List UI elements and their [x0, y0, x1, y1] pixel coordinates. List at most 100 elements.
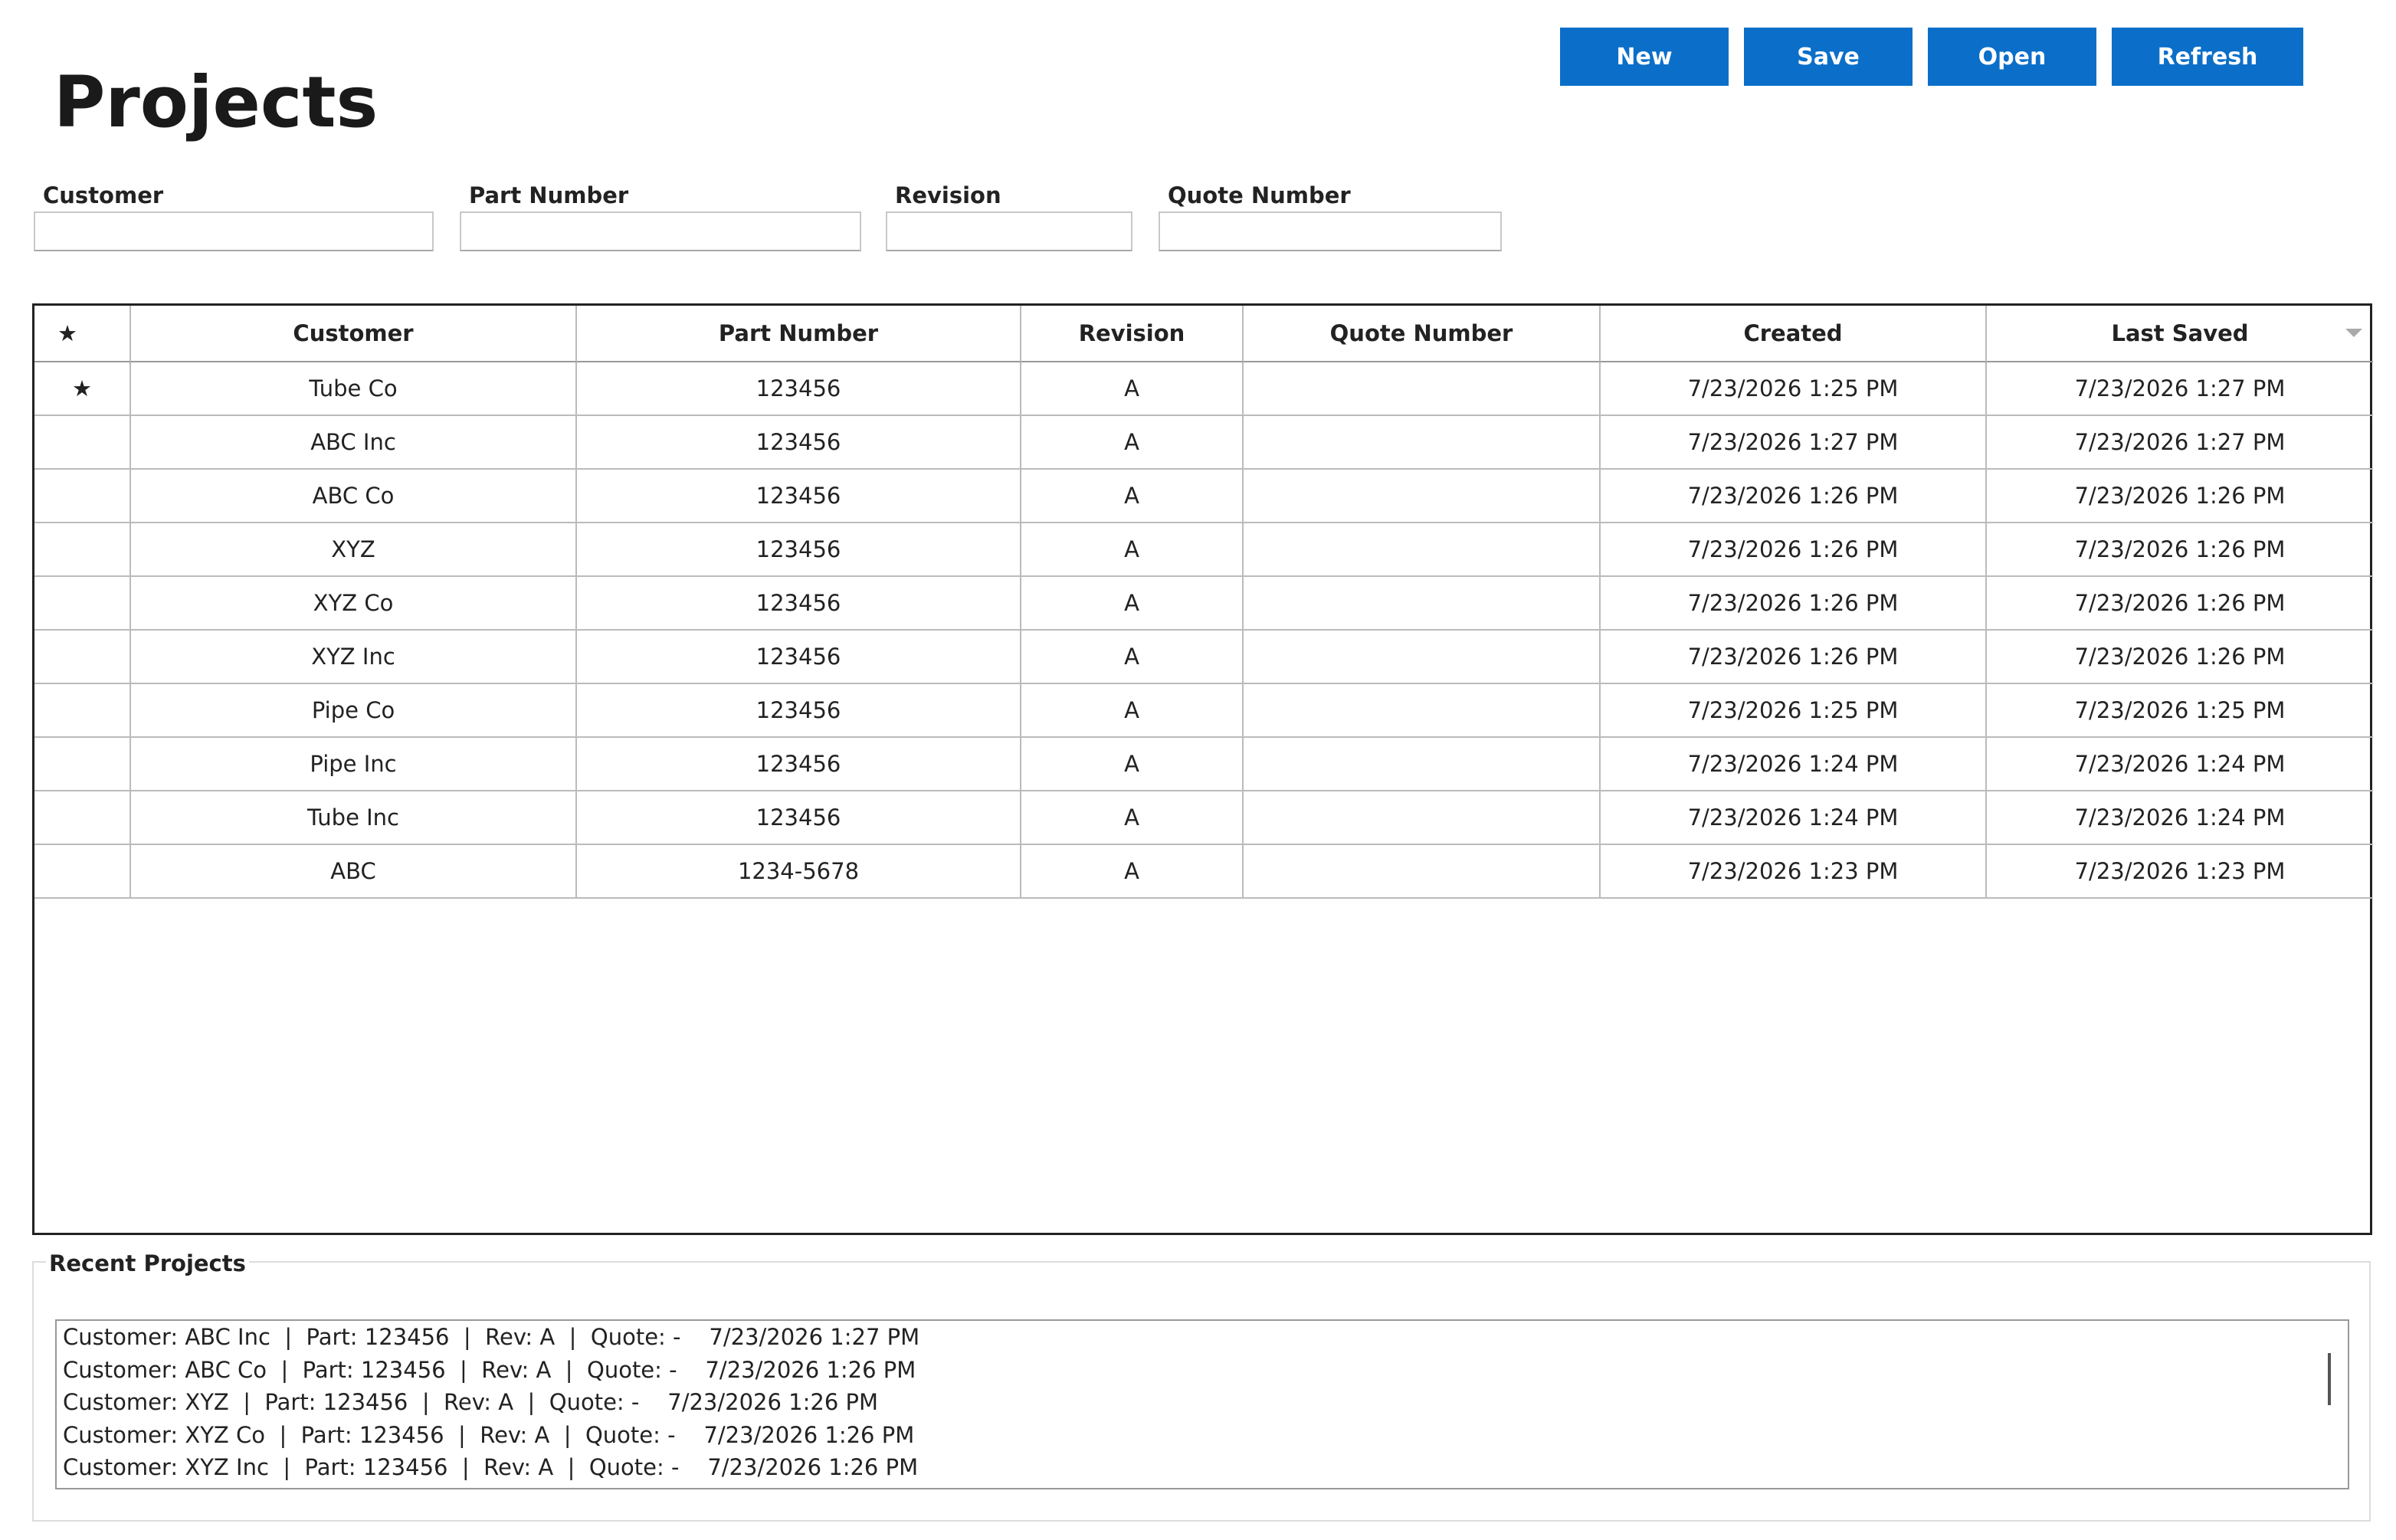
table-cell[interactable]: 7/23/2026 1:26 PM	[1601, 523, 1987, 577]
table-cell[interactable]: A	[1021, 631, 1244, 684]
table-cell[interactable]: 7/23/2026 1:26 PM	[1987, 523, 2373, 577]
table-cell[interactable]: 7/23/2026 1:25 PM	[1987, 684, 2373, 738]
button[interactable]: Open	[1928, 28, 2096, 86]
button[interactable]: Save	[1744, 28, 1913, 86]
table-cell[interactable]	[1244, 845, 1601, 899]
recent-item[interactable]: Customer: ABC Inc | Part: 123456 | Rev: …	[63, 1324, 920, 1350]
recent-list	[55, 1319, 2349, 1489]
table-cell[interactable]: A	[1021, 470, 1244, 523]
table-cell[interactable]: 7/23/2026 1:26 PM	[1601, 631, 1987, 684]
button[interactable]: New	[1560, 28, 1729, 86]
table-cell[interactable]	[34, 631, 131, 684]
table-cell[interactable]	[1244, 684, 1601, 738]
table-cell[interactable]: A	[1021, 791, 1244, 845]
filter-label: Part Number	[469, 182, 629, 208]
sort-arrow	[2345, 329, 2362, 337]
table-cell[interactable]: ABC	[131, 845, 577, 899]
table-cell[interactable]	[1244, 631, 1601, 684]
table-cell[interactable]: XYZ Co	[131, 577, 577, 631]
recent-item[interactable]: Customer: XYZ | Part: 123456 | Rev: A | …	[63, 1389, 879, 1415]
table-cell[interactable]: 7/23/2026 1:23 PM	[1601, 845, 1987, 899]
table-cell[interactable]: A	[1021, 416, 1244, 470]
recent-group	[32, 1261, 2371, 1522]
table-cell[interactable]: ABC Co	[131, 470, 577, 523]
table-cell[interactable]: Tube Inc	[131, 791, 577, 845]
table-cell[interactable]: 123456	[577, 362, 1021, 416]
table-cell[interactable]: 123456	[577, 577, 1021, 631]
table-cell[interactable]	[34, 738, 131, 791]
table-cell[interactable]: 7/23/2026 1:26 PM	[1601, 470, 1987, 523]
recent-item[interactable]: Customer: XYZ Inc | Part: 123456 | Rev: …	[63, 1454, 919, 1480]
table-cell[interactable]: A	[1021, 577, 1244, 631]
group-label: Recent Projects	[46, 1250, 249, 1276]
column-header[interactable]: Quote Number	[1244, 306, 1601, 362]
table-cell[interactable]	[34, 577, 131, 631]
column-header[interactable]: Revision	[1021, 306, 1244, 362]
table-cell[interactable]: 7/23/2026 1:27 PM	[1987, 362, 2373, 416]
table-cell[interactable]	[1244, 791, 1601, 845]
table-cell[interactable]	[1244, 738, 1601, 791]
filter-input[interactable]	[34, 211, 434, 251]
table-cell[interactable]	[1244, 362, 1601, 416]
table-cell[interactable]	[34, 523, 131, 577]
filter-input[interactable]	[886, 211, 1132, 251]
table-cell[interactable]: A	[1021, 738, 1244, 791]
table-cell[interactable]: 7/23/2026 1:24 PM	[1987, 738, 2373, 791]
table-cell[interactable]: 123456	[577, 791, 1021, 845]
table-cell[interactable]: ★	[34, 362, 131, 416]
column-header[interactable]: Customer	[131, 306, 577, 362]
column-header[interactable]: Part Number	[577, 306, 1021, 362]
table-cell[interactable]: 7/23/2026 1:24 PM	[1601, 738, 1987, 791]
table-cell[interactable]	[34, 845, 131, 899]
table-cell[interactable]: 7/23/2026 1:23 PM	[1987, 845, 2373, 899]
table-cell[interactable]: A	[1021, 845, 1244, 899]
table-cell[interactable]: XYZ	[131, 523, 577, 577]
table-cell[interactable]: 7/23/2026 1:27 PM	[1987, 416, 2373, 470]
table-cell[interactable]: 123456	[577, 470, 1021, 523]
table-cell[interactable]	[34, 470, 131, 523]
filter-label: Customer	[43, 182, 164, 208]
table-cell[interactable]	[1244, 577, 1601, 631]
table-cell[interactable]: Tube Co	[131, 362, 577, 416]
page-title: Projects	[54, 61, 379, 143]
table-cell[interactable]: 123456	[577, 416, 1021, 470]
button[interactable]: Refresh	[2112, 28, 2303, 86]
table-cell[interactable]: 7/23/2026 1:24 PM	[1987, 791, 2373, 845]
table-cell[interactable]: 1234-5678	[577, 845, 1021, 899]
table-cell[interactable]: 123456	[577, 738, 1021, 791]
table-cell[interactable]: 123456	[577, 523, 1021, 577]
recent-item[interactable]: Customer: ABC Co | Part: 123456 | Rev: A…	[63, 1356, 916, 1383]
table-cell[interactable]: 7/23/2026 1:25 PM	[1601, 684, 1987, 738]
table-cell[interactable]: 123456	[577, 684, 1021, 738]
table-cell[interactable]: ABC Inc	[131, 416, 577, 470]
table-cell[interactable]	[34, 684, 131, 738]
table-cell[interactable]	[34, 791, 131, 845]
table-cell[interactable]: 7/23/2026 1:26 PM	[1987, 470, 2373, 523]
filter-input[interactable]	[1159, 211, 1502, 251]
projects-table: ★ Customer Part Number Revision Quote Number…	[32, 303, 2373, 1235]
table-cell[interactable]	[1244, 416, 1601, 470]
table-cell[interactable]: Pipe Inc	[131, 738, 577, 791]
column-header[interactable]: Created	[1601, 306, 1987, 362]
recent-item[interactable]: Customer: XYZ Co | Part: 123456 | Rev: A…	[63, 1421, 915, 1448]
table-cell[interactable]: 123456	[577, 631, 1021, 684]
table-cell[interactable]: 7/23/2026 1:26 PM	[1601, 577, 1987, 631]
table-cell[interactable]: 7/23/2026 1:26 PM	[1987, 577, 2373, 631]
table-cell[interactable]: 7/23/2026 1:27 PM	[1601, 416, 1987, 470]
table-cell[interactable]: 7/23/2026 1:25 PM	[1601, 362, 1987, 416]
table-cell[interactable]: 7/23/2026 1:24 PM	[1601, 791, 1987, 845]
table-cell[interactable]: Pipe Co	[131, 684, 577, 738]
table-cell[interactable]: A	[1021, 684, 1244, 738]
column-header[interactable]: Last Saved	[1987, 306, 2373, 362]
table-cell[interactable]	[1244, 523, 1601, 577]
table-cell[interactable]: 7/23/2026 1:26 PM	[1987, 631, 2373, 684]
table-cell[interactable]: A	[1021, 362, 1244, 416]
column-header[interactable]: ★	[34, 306, 131, 362]
table-cell[interactable]: XYZ Inc	[131, 631, 577, 684]
table-cell[interactable]	[1244, 470, 1601, 523]
filter-input[interactable]	[460, 211, 861, 251]
table-cell[interactable]: A	[1021, 523, 1244, 577]
table-cell[interactable]	[34, 416, 131, 470]
filter-label: Quote Number	[1168, 182, 1351, 208]
